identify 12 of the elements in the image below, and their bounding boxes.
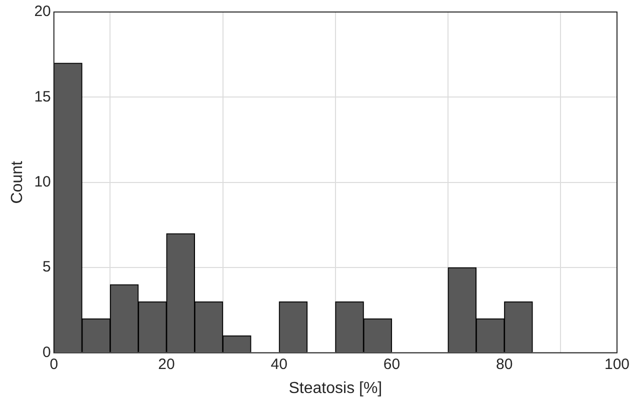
y-tick-label: 5 [42,258,51,276]
x-tick-label: 60 [383,356,400,373]
x-tick-label: 100 [604,356,630,373]
y-tick-label: 10 [34,174,51,191]
x-tick-label: 20 [158,356,175,373]
x-tick-label: 40 [270,356,288,373]
x-tick-label: 80 [496,356,513,373]
y-tick-label: 0 [42,344,51,361]
y-axis-title: Count [9,160,26,204]
x-axis-title: Steatosis [%] [288,380,382,397]
y-tick-label: 15 [34,88,51,106]
y-tick-label: 20 [34,3,51,20]
